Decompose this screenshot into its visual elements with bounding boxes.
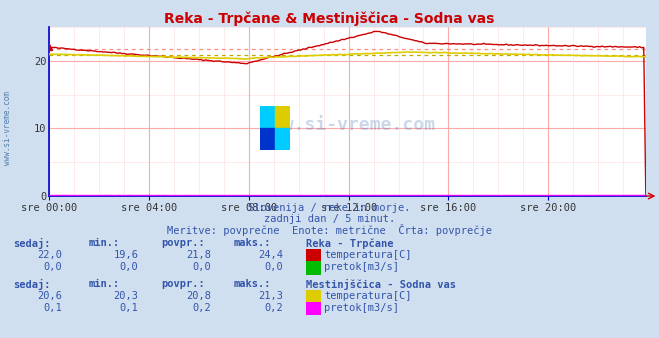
Text: 0,1: 0,1 [44,303,63,313]
Bar [275,128,290,150]
Text: pretok[m3/s]: pretok[m3/s] [324,262,399,272]
Text: povpr.:: povpr.: [161,279,205,289]
Text: 20,3: 20,3 [113,291,138,301]
Text: povpr.:: povpr.: [161,238,205,248]
Text: min.:: min.: [89,238,120,248]
Text: 21,3: 21,3 [258,291,283,301]
Text: Reka - Trpčane: Reka - Trpčane [306,238,394,249]
Text: 0,0: 0,0 [265,262,283,272]
Text: pretok[m3/s]: pretok[m3/s] [324,303,399,313]
Text: Mestinjščica - Sodna vas: Mestinjščica - Sodna vas [306,279,457,290]
Text: maks.:: maks.: [234,279,272,289]
Text: 19,6: 19,6 [113,250,138,260]
Text: 20,8: 20,8 [186,291,211,301]
Text: temperatura[C]: temperatura[C] [324,291,412,301]
Text: www.si-vreme.com: www.si-vreme.com [3,92,13,165]
Text: temperatura[C]: temperatura[C] [324,250,412,260]
Text: 0,1: 0,1 [120,303,138,313]
Text: 0,0: 0,0 [120,262,138,272]
Text: 24,4: 24,4 [258,250,283,260]
Text: 20,6: 20,6 [38,291,63,301]
Text: 0,0: 0,0 [44,262,63,272]
Text: 21,8: 21,8 [186,250,211,260]
Bar [275,106,290,128]
Text: 0,2: 0,2 [192,303,211,313]
Text: Slovenija / reke in morje.: Slovenija / reke in morje. [248,203,411,213]
Text: sedaj:: sedaj: [13,238,51,249]
Text: Reka - Trpčane & Mestinjščica - Sodna vas: Reka - Trpčane & Mestinjščica - Sodna va… [164,12,495,26]
Bar [260,128,275,150]
Bar [260,106,275,128]
Text: maks.:: maks.: [234,238,272,248]
Text: 0,0: 0,0 [192,262,211,272]
Text: www.si-vreme.com: www.si-vreme.com [260,116,435,134]
Text: sedaj:: sedaj: [13,279,51,290]
Text: Meritve: povprečne  Enote: metrične  Črta: povprečje: Meritve: povprečne Enote: metrične Črta:… [167,224,492,237]
Text: zadnji dan / 5 minut.: zadnji dan / 5 minut. [264,214,395,224]
Text: 0,2: 0,2 [265,303,283,313]
Text: min.:: min.: [89,279,120,289]
Text: 22,0: 22,0 [38,250,63,260]
